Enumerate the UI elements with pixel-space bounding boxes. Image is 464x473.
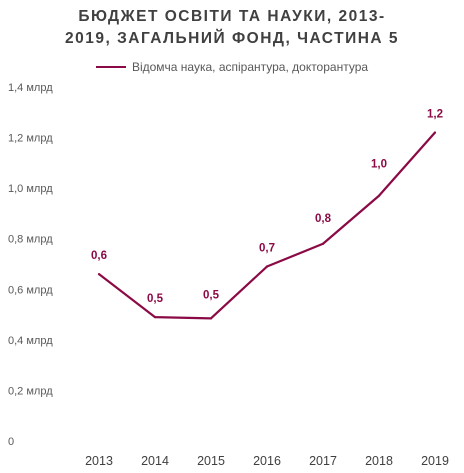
y-tick-label: 1,2 млрд [8, 133, 53, 145]
data-label: 0,7 [259, 243, 275, 255]
data-point [97, 273, 101, 276]
data-label: 1,2 [427, 109, 443, 121]
legend-swatch [95, 66, 126, 68]
y-tick-label: 1,0 млрд [8, 183, 53, 195]
data-label: 0,5 [203, 289, 220, 301]
y-tick-label: 1,4 млрд [8, 82, 53, 94]
y-tick-label: 0,8 млрд [8, 234, 53, 246]
x-tick-label: 2016 [253, 454, 281, 468]
data-label: 0,8 [315, 213, 332, 225]
data-point [377, 194, 381, 197]
y-tick-label: 0,2 млрд [8, 385, 53, 397]
legend-label: Відомча наука, аспірантура, докторантура [131, 60, 369, 74]
data-point [265, 265, 269, 268]
x-tick-label: 2014 [141, 454, 169, 468]
chart-title-line-2: 2019, ЗАГАЛЬНИЙ ФОНД, ЧАСТИНА 5 [64, 30, 400, 47]
y-tick-label: 0,6 млрд [8, 284, 53, 296]
x-tick-label: 2013 [85, 454, 113, 468]
data-point [433, 131, 437, 134]
data-label: 0,5 [147, 293, 164, 305]
x-tick-label: 2018 [365, 454, 393, 468]
data-label: 1,0 [371, 159, 387, 171]
chart-title: БЮДЖЕТ ОСВІТИ ТА НАУКИ, 2013- 2019, ЗАГА… [0, 6, 464, 50]
data-point [209, 317, 213, 320]
data-label: 0,6 [91, 250, 107, 262]
y-tick-label: 0 [8, 436, 14, 448]
x-tick-label: 2019 [421, 454, 449, 468]
data-point [321, 242, 325, 245]
chart-title-line-1: БЮДЖЕТ ОСВІТИ ТА НАУКИ, 2013- [78, 8, 386, 25]
data-point [153, 316, 157, 319]
y-tick-label: 0,4 млрд [8, 335, 53, 347]
legend: Відомча наука, аспірантура, докторантура [0, 60, 464, 74]
x-tick-label: 2017 [309, 454, 337, 468]
x-tick-label: 2015 [197, 454, 225, 468]
